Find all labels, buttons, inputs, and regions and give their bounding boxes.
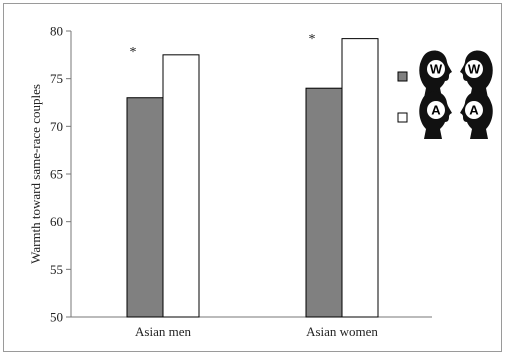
significance-star: * (130, 45, 137, 60)
x-tick-label: Asian men (135, 324, 191, 339)
legend-swatch-asian-couple (397, 112, 408, 123)
y-tick-label: 60 (50, 214, 63, 229)
y-tick-label: 80 (50, 24, 63, 39)
y-tick-label: 65 (50, 167, 63, 182)
significance-star: * (309, 32, 316, 47)
y-tick-label: 55 (50, 262, 63, 277)
bar-series (126, 38, 379, 318)
head-badge (465, 60, 483, 78)
x-tick-label: Asian women (306, 324, 378, 339)
bar-asian-couple-asian-women (341, 38, 379, 318)
head-letter: W (430, 62, 443, 77)
head-badge (465, 101, 483, 119)
legend-swatch-white-couple (397, 71, 408, 82)
bar-asian-couple-asian-men (162, 54, 200, 318)
head-badge (427, 60, 445, 78)
head-letter: A (469, 103, 479, 118)
head-letter: W (468, 62, 481, 77)
bar-white-couple-asian-men (126, 97, 164, 318)
bar-white-couple-asian-women (305, 87, 343, 318)
y-tick-label: 50 (50, 310, 63, 325)
legend: W WA A (397, 50, 493, 139)
y-axis-ticks: 50 55 60 65 70 75 80 (50, 24, 71, 325)
significance-markers: ** (130, 32, 316, 60)
head-letter: A (431, 103, 441, 118)
y-tick-label: 75 (50, 71, 63, 86)
y-axis-label: Warmth toward same-race couples (28, 84, 43, 264)
y-tick-label: 70 (50, 119, 63, 134)
head-badge (427, 101, 445, 119)
x-axis-labels: Asian men Asian women (135, 324, 378, 339)
chart-frame (3, 3, 502, 352)
